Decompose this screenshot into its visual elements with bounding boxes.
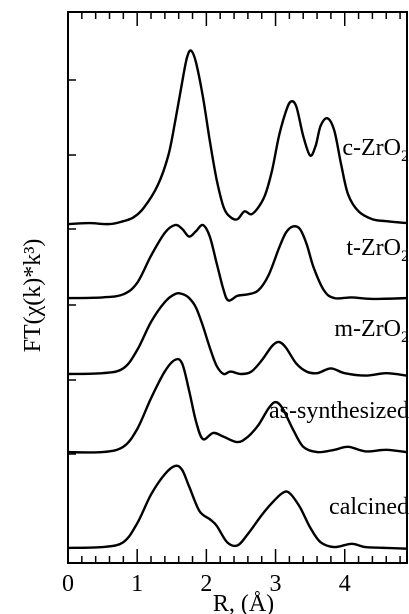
series-label: as-synthesized: [269, 398, 409, 424]
axis-ticks: [67, 12, 401, 563]
x-tick-label: 0: [62, 571, 74, 597]
y-axis-label: FT(χ(k)*k³): [20, 239, 46, 353]
series-label: m-ZrO2: [334, 316, 409, 346]
series-line: [67, 49, 408, 226]
series-line: [67, 292, 408, 377]
series-line: [67, 464, 408, 550]
series-label: c-ZrO2: [342, 135, 409, 165]
x-tick-label: 1: [131, 571, 143, 597]
x-tick-label: 3: [270, 571, 282, 597]
series-label: calcined: [329, 494, 409, 520]
series-line: [67, 223, 408, 302]
series-label: t-ZrO2: [346, 235, 409, 265]
series-labels: c-ZrO2 t-ZrO2 m-ZrO2 as-synthesized calcined: [269, 135, 409, 520]
series-line: [67, 357, 408, 454]
plot-frame: [67, 11, 408, 564]
curves: [67, 49, 408, 550]
x-axis-label: R, (Å): [213, 591, 274, 614]
x-tick-label: 4: [339, 571, 351, 597]
x-tick-labels: 0 1 2 3 4: [62, 571, 351, 597]
x-tick-label: 2: [200, 571, 212, 597]
